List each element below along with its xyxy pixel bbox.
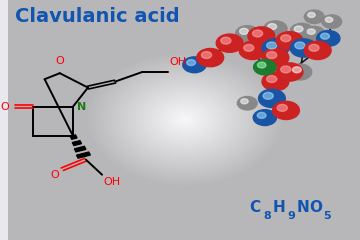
Circle shape (304, 10, 324, 24)
Polygon shape (76, 152, 90, 158)
Circle shape (276, 63, 303, 81)
Circle shape (258, 89, 285, 108)
Text: C: C (249, 200, 260, 216)
Circle shape (268, 24, 276, 30)
Circle shape (290, 39, 317, 57)
Circle shape (325, 17, 333, 22)
Circle shape (264, 21, 287, 37)
Circle shape (317, 30, 340, 46)
Text: N: N (77, 102, 86, 112)
Circle shape (253, 60, 276, 75)
Circle shape (322, 15, 342, 28)
Circle shape (308, 12, 315, 18)
Circle shape (321, 33, 329, 39)
Polygon shape (75, 146, 86, 152)
Circle shape (290, 23, 314, 39)
Text: O: O (55, 56, 64, 66)
Circle shape (281, 66, 291, 73)
Text: O: O (309, 200, 322, 216)
Circle shape (277, 104, 287, 111)
Circle shape (304, 41, 331, 60)
Circle shape (267, 52, 277, 59)
Circle shape (237, 96, 257, 110)
Text: H: H (273, 200, 286, 216)
Text: OH: OH (104, 177, 121, 187)
Polygon shape (72, 141, 81, 145)
Circle shape (281, 35, 291, 42)
Circle shape (187, 60, 195, 66)
Text: O: O (0, 102, 9, 112)
Circle shape (201, 52, 212, 59)
Polygon shape (70, 135, 77, 139)
Circle shape (294, 26, 303, 32)
Circle shape (307, 29, 315, 34)
Circle shape (248, 27, 275, 45)
Circle shape (292, 67, 301, 73)
Circle shape (303, 26, 325, 41)
Circle shape (267, 76, 277, 83)
Circle shape (295, 42, 305, 49)
Circle shape (288, 64, 312, 80)
Circle shape (239, 28, 248, 34)
Circle shape (257, 62, 266, 68)
Circle shape (216, 34, 243, 52)
Text: N: N (297, 200, 309, 216)
Circle shape (183, 57, 206, 73)
Circle shape (273, 101, 300, 120)
Circle shape (235, 26, 259, 42)
Circle shape (257, 112, 266, 118)
Circle shape (309, 44, 319, 51)
Circle shape (241, 99, 248, 104)
Circle shape (262, 48, 289, 67)
Circle shape (252, 30, 263, 37)
Circle shape (262, 39, 289, 57)
Circle shape (221, 37, 231, 44)
Circle shape (253, 110, 276, 126)
Text: 8: 8 (263, 211, 271, 221)
Text: Clavulanic acid: Clavulanic acid (15, 7, 179, 26)
Circle shape (239, 41, 266, 60)
Text: O: O (50, 170, 59, 180)
Text: OH: OH (170, 57, 187, 67)
Circle shape (262, 72, 289, 91)
Circle shape (197, 48, 224, 67)
Circle shape (276, 32, 303, 50)
Text: 9: 9 (287, 211, 295, 221)
Circle shape (267, 42, 277, 49)
Circle shape (244, 44, 254, 51)
Text: 5: 5 (323, 211, 330, 221)
Circle shape (263, 92, 273, 99)
